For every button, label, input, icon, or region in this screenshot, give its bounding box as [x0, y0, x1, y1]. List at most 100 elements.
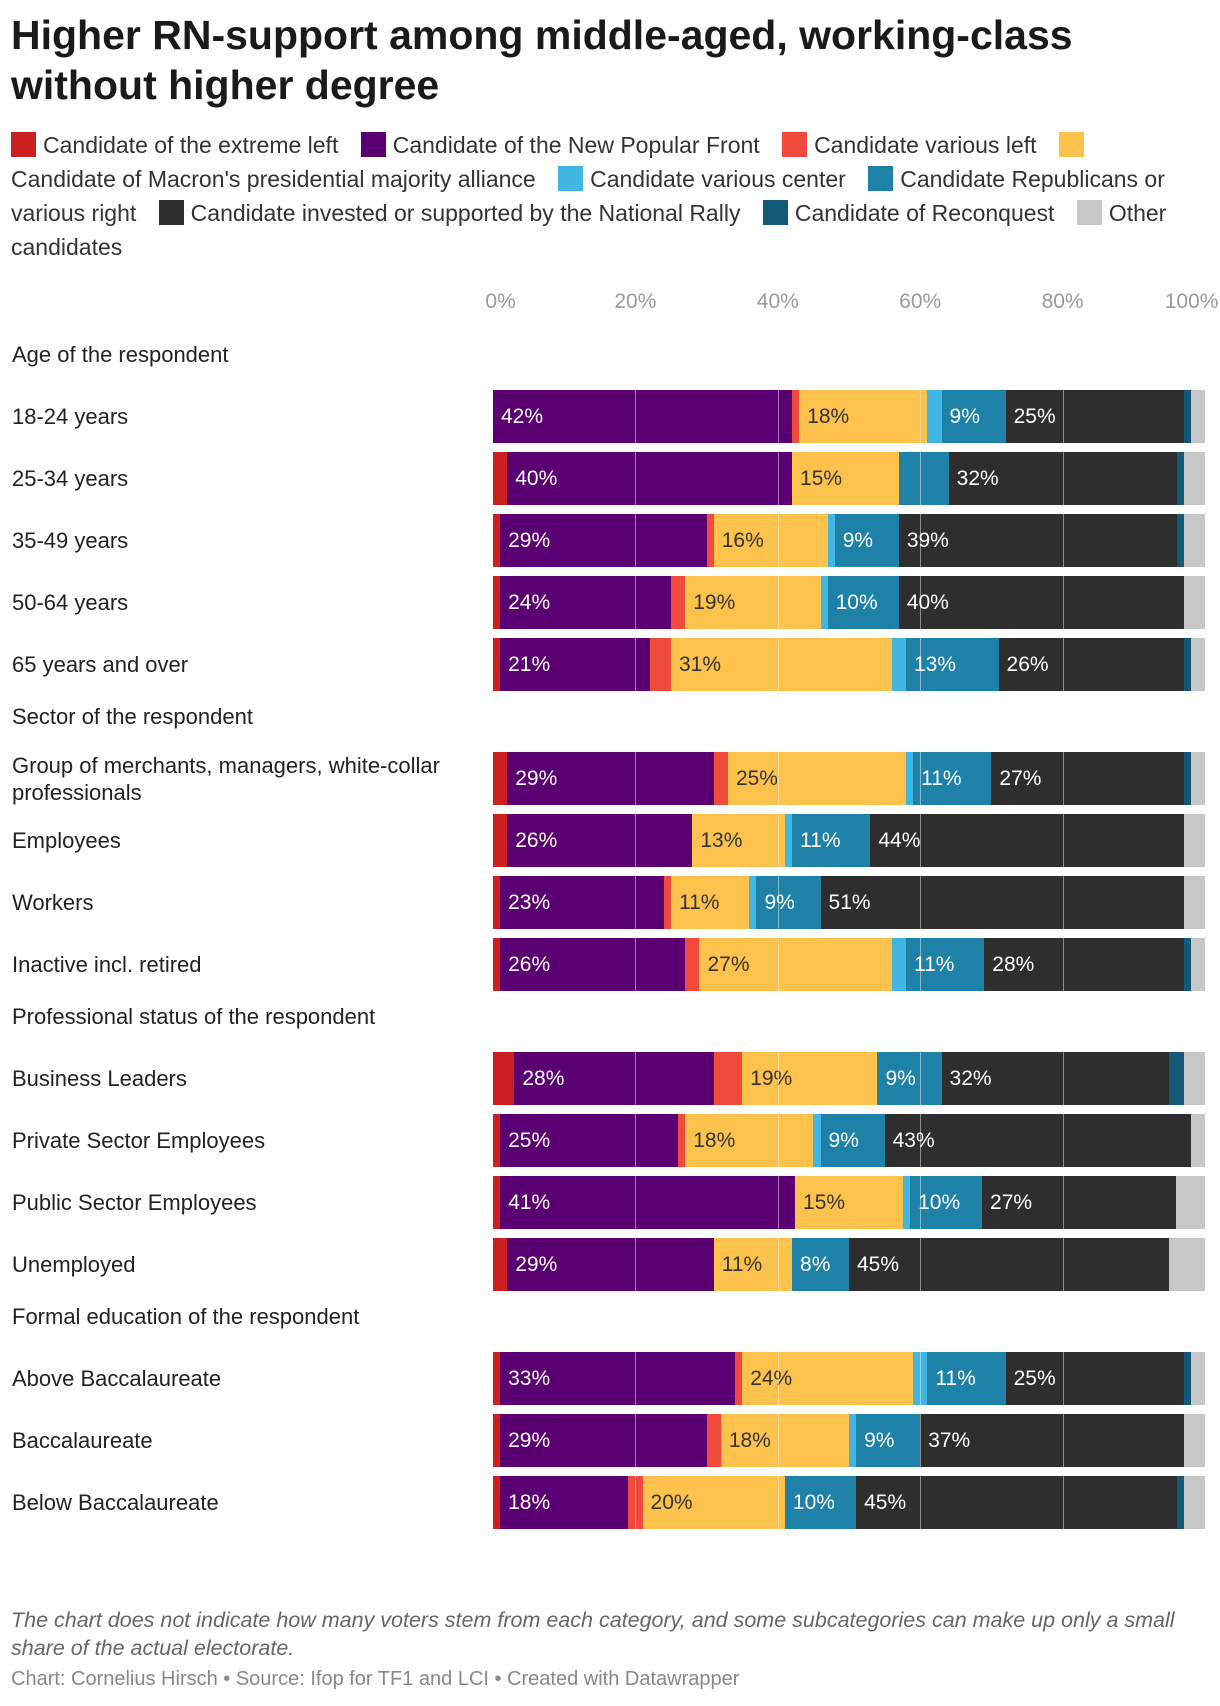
stacked-bar: 29% 18% 9% 37%: [493, 1414, 1206, 1467]
stacked-bar: 24% 19% 10% 40%: [493, 576, 1206, 629]
bar-segment: [1183, 752, 1192, 805]
bar-segment: [1183, 514, 1206, 567]
legend-swatch: [1076, 200, 1102, 225]
bar-segment: [849, 1238, 1170, 1291]
data-label: 28%: [522, 1067, 565, 1090]
data-label: 11%: [800, 829, 841, 852]
bar-segment: [877, 1052, 943, 1105]
row-label: Business Leaders: [12, 1066, 187, 1091]
x-tick-label: 100%: [1164, 290, 1219, 313]
bar-segment: [884, 1114, 1192, 1167]
bar-segment: [507, 1238, 715, 1291]
bar-segment: [905, 938, 985, 991]
bar-segment: [493, 1114, 501, 1167]
legend-label: Candidate Republicans or various right: [11, 166, 1165, 226]
legend-label: Candidate of the extreme left: [43, 132, 339, 158]
data-label: 44%: [878, 829, 921, 852]
bar-segment: [493, 576, 501, 629]
data-label: 27%: [707, 953, 750, 976]
bar-segment: [713, 514, 829, 567]
legend-swatch: [762, 200, 788, 225]
bar-segment: [706, 514, 715, 567]
bar-segment: [834, 514, 900, 567]
data-label: 18%: [807, 405, 850, 428]
bar-segment: [784, 1476, 857, 1529]
bar-segment: [1169, 1238, 1206, 1291]
bar-segment: [1183, 938, 1192, 991]
bar-segment: [749, 876, 757, 929]
bar-segment: [1005, 1352, 1185, 1405]
bar-segment: [1190, 1114, 1206, 1167]
legend-swatch: [1058, 132, 1084, 157]
data-label: 15%: [800, 467, 843, 490]
chart-note: The chart does not indicate how many vot…: [11, 1608, 1175, 1660]
data-label: 13%: [913, 653, 956, 676]
bar-segment: [948, 452, 1177, 505]
bar-segment: [1183, 1414, 1206, 1467]
bar-segment: [799, 390, 928, 443]
bar-segment: [663, 876, 672, 929]
data-label: 29%: [508, 1429, 551, 1452]
bar-segment: [493, 1414, 501, 1467]
bar-segment: [910, 1176, 983, 1229]
data-label: 26%: [508, 953, 551, 976]
bar-segment: [500, 576, 672, 629]
data-label: 32%: [949, 1067, 992, 1090]
legend-item: Candidate various left: [782, 132, 1037, 158]
data-label: 51%: [828, 891, 871, 914]
bar-segment: [1176, 452, 1185, 505]
legend-swatch: [558, 166, 584, 191]
x-tick-label: 0%: [485, 290, 516, 313]
data-label: 40%: [515, 467, 558, 490]
data-label: 37%: [928, 1429, 971, 1452]
bar-segment: [685, 576, 821, 629]
stacked-bar: 25% 18% 9% 43%: [493, 1114, 1206, 1167]
data-label: 41%: [508, 1191, 551, 1214]
bar-segment: [820, 1114, 886, 1167]
data-label: 26%: [1006, 653, 1049, 676]
bar-segment: [742, 1052, 878, 1105]
x-tick-label: 80%: [1041, 290, 1084, 313]
x-tick-label: 20%: [614, 290, 657, 313]
row-label: 50-64 years: [12, 590, 129, 615]
row-label: Employees: [12, 828, 121, 853]
bar-segment: [941, 390, 1007, 443]
bar-segment: [1190, 752, 1206, 805]
bar-segment: [1183, 452, 1206, 505]
legend-label: Candidate invested or supported by the N…: [190, 200, 741, 226]
bar-segment: [671, 638, 893, 691]
bar-segment: [685, 938, 700, 991]
data-label: 16%: [721, 529, 764, 552]
group-heading: Professional status of the respondent: [12, 1004, 376, 1029]
bar-segment: [982, 1176, 1177, 1229]
bar-segment: [1183, 1052, 1206, 1105]
bar-segment: [678, 1114, 686, 1167]
data-label: 33%: [508, 1367, 551, 1390]
data-label: 25%: [508, 1129, 551, 1152]
bar-segment: [849, 1414, 857, 1467]
data-label: 18%: [508, 1491, 551, 1514]
data-label: 10%: [792, 1491, 835, 1514]
stacked-bar: 42% 18% 9% 25%: [493, 390, 1206, 443]
bar-segment: [713, 752, 729, 805]
stacked-bar: 41% 15% 10% 27%: [493, 1176, 1206, 1229]
bar-segment: [891, 938, 907, 991]
row-label: Below Baccalaureate: [12, 1490, 219, 1515]
bar-segment: [898, 514, 1177, 567]
bar-segment: [927, 1352, 1007, 1405]
bar-segment: [706, 1414, 722, 1467]
x-tick-label: 40%: [756, 290, 799, 313]
bar-segment: [813, 1114, 821, 1167]
row-label: Workers: [12, 890, 94, 915]
legend-swatch: [11, 132, 36, 157]
bar-segment: [713, 1052, 743, 1105]
bar-segment: [1190, 390, 1206, 443]
data-label: 32%: [956, 467, 999, 490]
bar-segment: [493, 1052, 515, 1105]
data-label: 9%: [842, 529, 874, 552]
row-label: 18-24 years: [12, 404, 129, 429]
bar-segment: [685, 1114, 814, 1167]
data-label: 19%: [750, 1067, 793, 1090]
data-label: 11%: [721, 1253, 763, 1276]
bar-segment: [870, 814, 1185, 867]
